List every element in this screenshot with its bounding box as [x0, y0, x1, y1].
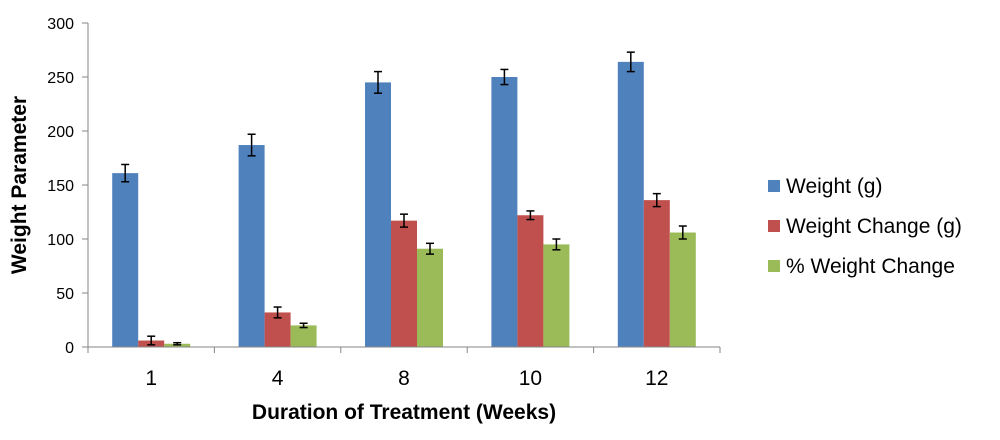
x-tick-label: 4	[272, 367, 284, 390]
bar	[669, 232, 696, 347]
x-tick-label: 10	[519, 367, 542, 390]
x-tick-label: 8	[398, 367, 410, 390]
bar	[643, 200, 670, 347]
error-bars-layer	[121, 51, 687, 346]
x-axis-labels: 1 4 8 10 12	[87, 347, 721, 390]
x-tick-label: 1	[145, 367, 157, 390]
y-tick-label: 150	[47, 178, 74, 195]
bar	[517, 215, 544, 347]
legend-swatch	[768, 180, 780, 192]
bar	[491, 77, 518, 347]
bar	[290, 325, 317, 347]
legend-label: % Weight Change	[786, 255, 955, 278]
y-tick-label: 200	[47, 124, 74, 141]
bar	[365, 82, 391, 348]
bars-layer	[112, 61, 696, 348]
y-tick-label: 250	[47, 70, 74, 87]
legend-label: Weight Change (g)	[786, 215, 962, 238]
bar	[617, 61, 644, 347]
y-tick-label: 0	[65, 340, 74, 357]
bar	[238, 145, 265, 347]
legend-swatch	[768, 220, 780, 232]
legend: Weight (g) Weight Change (g) % Weight Chan…	[768, 175, 962, 278]
y-axis-ticks: 0 50 100 150 200 250 300	[47, 16, 88, 357]
x-axis-title: Duration of Treatment (Weeks)	[252, 401, 556, 424]
x-tick-label: 12	[645, 367, 668, 390]
y-axis-title: Weight Parameter	[8, 96, 31, 274]
y-tick-label: 300	[47, 16, 74, 33]
y-tick-label: 50	[56, 286, 74, 303]
bar	[543, 244, 570, 347]
bar	[417, 248, 443, 347]
y-tick-label: 100	[47, 232, 74, 249]
bar	[112, 173, 139, 347]
legend-swatch	[768, 260, 780, 272]
legend-label: Weight (g)	[786, 175, 882, 198]
bar	[391, 220, 417, 347]
